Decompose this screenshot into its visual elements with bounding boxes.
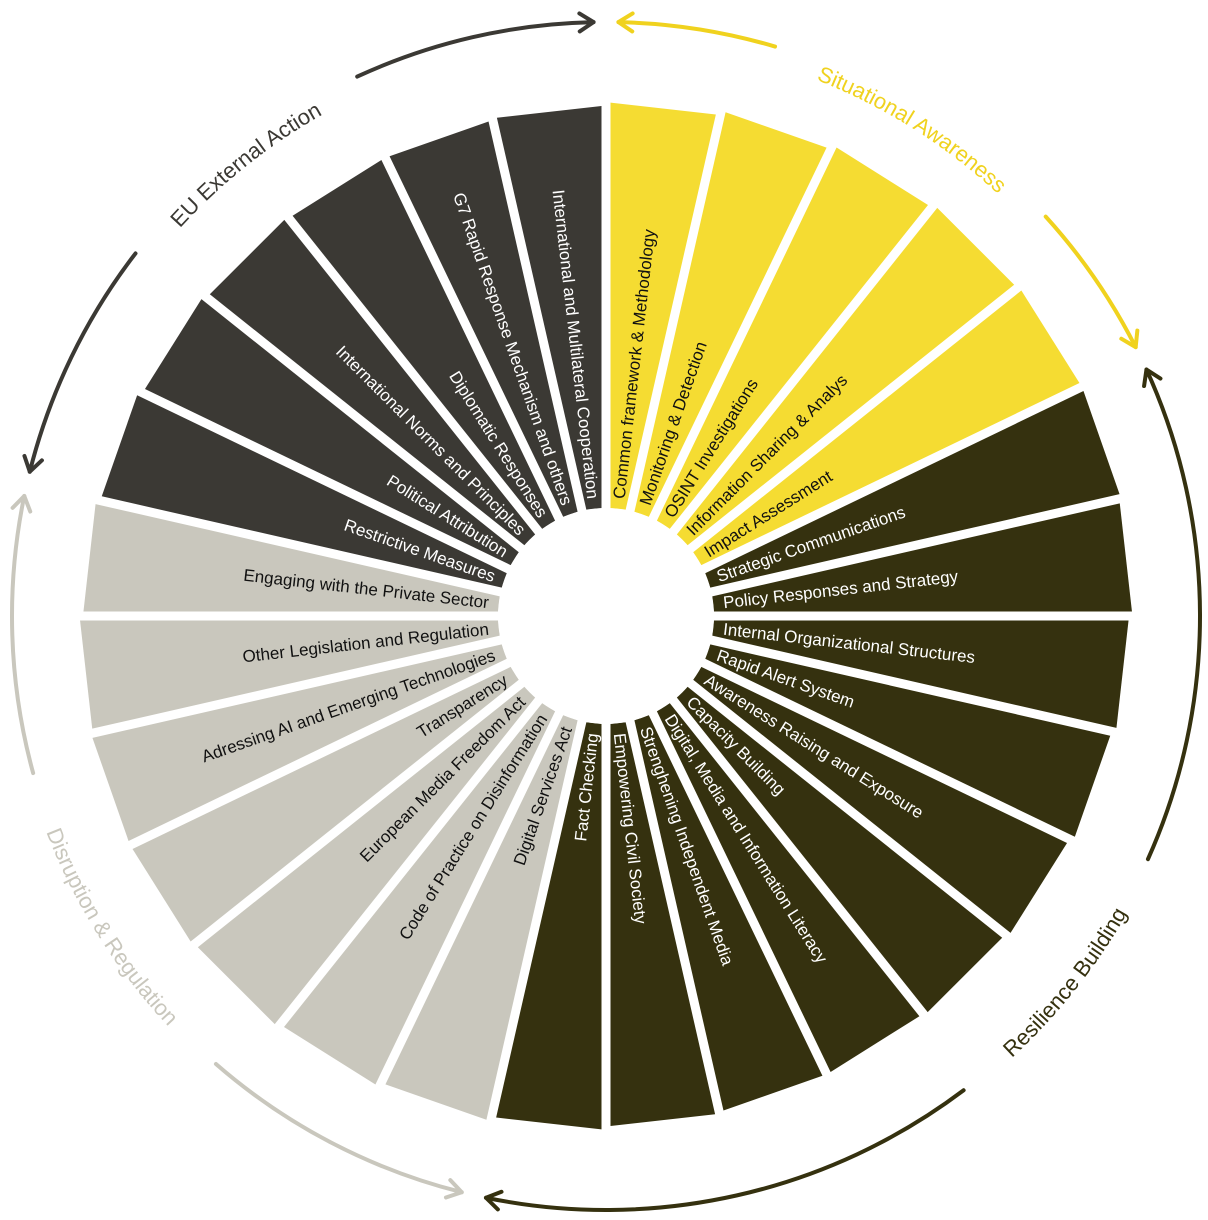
- group-arc-disruption-regulation-end: [10, 493, 36, 776]
- segment-diplomatic-responses: [292, 160, 556, 529]
- segment-engaging-with-the-private-sector: [83, 504, 500, 612]
- group-arc-disruption-regulation-start: [213, 1061, 464, 1195]
- segment-transparency: [132, 666, 519, 942]
- segment-digital-services-act: [385, 715, 578, 1120]
- segment-strategic-communications: [705, 391, 1120, 588]
- group-arrow-resilience-building-start: [1142, 367, 1163, 389]
- segment-digital-media-and-information-literacy: [656, 703, 920, 1072]
- segment-fact-checking: [496, 722, 602, 1130]
- segment-international-and-multilateral-cooperation: [496, 105, 602, 510]
- group-arc-eu-external-action-end: [355, 20, 596, 79]
- segment-osint-investigations: [656, 147, 928, 529]
- segment-information-sharing-analys: [676, 207, 1015, 546]
- group-arc-resilience-building-start: [1144, 367, 1202, 862]
- wheel-center-hole: [498, 508, 714, 724]
- segment-common-framework-methodology: [610, 102, 716, 510]
- segment-awareness-raising-and-exposure: [693, 666, 1068, 933]
- segment-monitoring-detection: [634, 112, 827, 517]
- segment-capacity-building: [676, 686, 1003, 1013]
- segment-rapid-alert-system: [705, 644, 1111, 837]
- group-arc-situational-awareness-end: [1043, 214, 1138, 350]
- segment-restrictive-measures: [101, 395, 507, 588]
- group-arrow-resilience-building-end: [483, 1189, 504, 1212]
- segment-european-media-freedom-act: [197, 686, 536, 1025]
- segment-empowering-civil-society: [610, 722, 716, 1127]
- group-arc-eu-external-action-start: [27, 251, 138, 474]
- segment-code-of-practice-on-disinformation: [284, 703, 556, 1085]
- group-arc-situational-awareness-start: [616, 20, 778, 49]
- group-label-resilience-building: Resilience Building: [998, 903, 1132, 1062]
- segment-adressing-ai-and-emerging-technologies: [92, 644, 507, 841]
- segment-international-norms-and-principles: [209, 219, 536, 546]
- segment-g7-rapid-response-mechanism-and-others: [389, 121, 578, 517]
- group-arrow-eu-external-action-start: [22, 453, 44, 474]
- group-arrow-situational-awareness-start: [616, 11, 635, 34]
- group-arc-resilience-building-end: [483, 1088, 966, 1212]
- segment-other-legislation-and-regulation: [80, 620, 500, 729]
- group-arrow-disruption-regulation-end: [10, 493, 33, 514]
- segment-strenghening-independent-media: [634, 715, 823, 1111]
- segment-political-attribution: [144, 299, 519, 566]
- segment-internal-organizational-structures: [712, 620, 1129, 728]
- segment-impact-assessment: [693, 290, 1080, 566]
- group-arrow-disruption-regulation-start: [443, 1178, 464, 1200]
- group-arrow-eu-external-action-end: [577, 11, 596, 34]
- group-arrow-situational-awareness-end: [1119, 328, 1140, 350]
- wheel-segments: Common framework & MethodologyMonitoring…: [80, 102, 1132, 1130]
- segment-policy-responses-and-strategy: [712, 503, 1132, 612]
